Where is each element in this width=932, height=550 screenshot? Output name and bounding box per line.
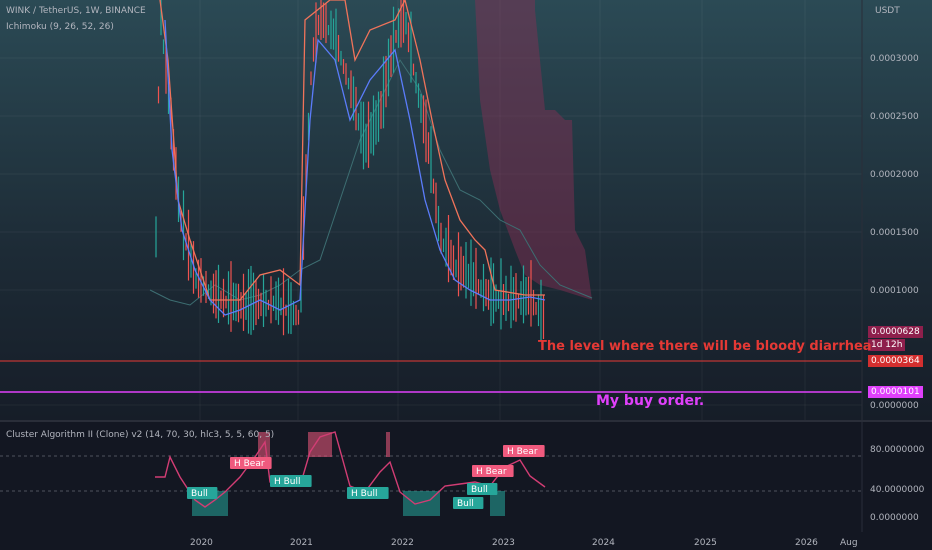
oversold-zone: [403, 491, 440, 516]
price-tick-label: 0.0002500: [870, 112, 919, 122]
oversold-zone: [490, 491, 505, 516]
time-tick-label: 2024: [592, 538, 615, 548]
signal-label: Bull: [467, 483, 498, 495]
signal-label: H Bear: [230, 457, 272, 469]
price-tick-label: 0.0003000: [870, 54, 919, 64]
price-axis-ticks: 0.0003000 0.0002500 0.0002000 0.0001500 0.00…: [870, 54, 919, 411]
price-chart[interactable]: 0.0003000 0.0002500 0.0002000 0.0001500 0.00…: [0, 0, 932, 420]
time-tick-label: 2023: [492, 538, 515, 548]
time-tick-label: 2020: [190, 538, 213, 548]
time-tick-label: 2026: [795, 538, 818, 548]
last-price-badge: 0.0000628: [868, 326, 923, 338]
level-price-badge: 0.0000364: [868, 355, 923, 367]
pane-separator[interactable]: [0, 420, 932, 422]
kijun-sen-line: [159, 0, 545, 301]
price-tick-label: 0.0000000: [870, 401, 919, 411]
svg-text:H Bear: H Bear: [507, 447, 538, 457]
symbol-title[interactable]: WINK / TetherUS, 1W, BINANCE: [6, 6, 146, 16]
price-tick-label: 0.0001000: [870, 286, 919, 296]
signal-label: H Bear: [472, 465, 514, 477]
signal-label: H Bull: [270, 475, 312, 487]
buy-price-badge: 0.0000101: [868, 386, 923, 398]
svg-text:H Bear: H Bear: [234, 459, 265, 469]
overbought-zone: [308, 432, 332, 457]
time-tick-label: 2021: [290, 538, 313, 548]
buy-annotation: My buy order.: [596, 393, 705, 409]
oscillator-tick-label: 40.0000000: [870, 485, 925, 495]
oscillator-line: [155, 431, 546, 508]
signal-label: H Bear: [503, 445, 545, 457]
time-tick-label: 2022: [391, 538, 414, 548]
svg-text:H Bear: H Bear: [476, 467, 507, 477]
time-tick-label: 2025: [694, 538, 717, 548]
oscillator-tick-label: 80.0000000: [870, 445, 925, 455]
tenkan-sen-line: [164, 19, 546, 316]
signal-label: Bull: [453, 497, 484, 509]
overbought-zone: [386, 432, 390, 457]
indicator-legend[interactable]: Ichimoku (9, 26, 52, 26): [6, 22, 114, 32]
svg-text:Bull: Bull: [191, 489, 208, 499]
level-annotation: The level where there will be bloody dia…: [538, 339, 872, 354]
price-tick-label: 0.0001500: [870, 228, 919, 238]
svg-text:Bull: Bull: [471, 485, 488, 495]
countdown-badge: 1d 12h: [868, 339, 906, 351]
svg-text:H Bull: H Bull: [351, 489, 378, 499]
signal-label: Bull: [187, 487, 218, 499]
svg-text:Bull: Bull: [457, 499, 474, 509]
chart-background: [0, 0, 932, 420]
ichimoku-cloud: [475, 0, 592, 300]
cloud-span-line: [149, 59, 593, 306]
svg-text:H Bull: H Bull: [274, 477, 301, 487]
price-tick-label: 0.0002000: [870, 170, 919, 180]
signal-label: H Bull: [347, 487, 389, 499]
time-tick-label: Aug: [840, 538, 858, 548]
oscillator-axis-ticks: 80.0000000 40.0000000 0.0000000: [870, 445, 925, 523]
currency-label: USDT: [875, 6, 900, 16]
oscillator-tick-label: 0.0000000: [870, 513, 919, 523]
oscillator-title[interactable]: Cluster Algorithm II (Clone) v2 (14, 70,…: [6, 430, 275, 440]
time-axis[interactable]: 2020 2021 2022 2023 2024 2025 2026 Aug: [0, 532, 932, 550]
